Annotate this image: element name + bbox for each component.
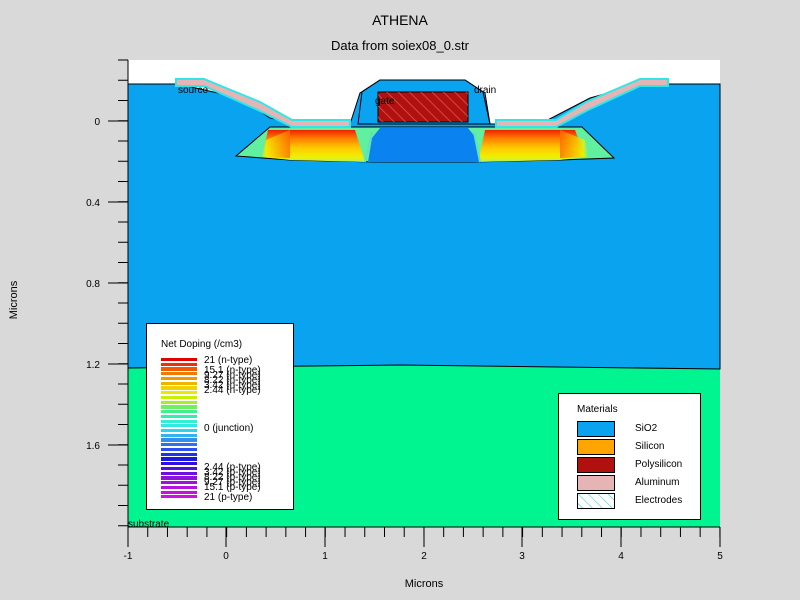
colorbar-swatch — [161, 424, 197, 428]
colorbar-swatch — [161, 438, 197, 442]
x-tick-label: 2 — [421, 551, 427, 562]
x-axis-label: Microns — [404, 578, 444, 590]
colorbar-swatch — [161, 376, 197, 381]
material-label: Aluminum — [635, 477, 680, 488]
doping-legend-label: 8.22 (n-type) — [204, 375, 261, 386]
y-tick-label: 0 — [94, 117, 100, 128]
silicon-swatch — [577, 439, 615, 455]
x-tick-label: 4 — [618, 551, 624, 562]
colorbar-swatch — [161, 476, 197, 480]
doping-legend-label: 15.1 (n-type) — [204, 365, 261, 376]
doping-legend-label: 3.42 (p-type) — [204, 467, 261, 478]
colorbar-swatch — [161, 395, 197, 400]
x-tick-label: 0 — [223, 551, 229, 562]
material-label: SiO2 — [635, 423, 658, 434]
materials-legend-title: Materials — [577, 404, 618, 415]
y-tick-label: 1.2 — [86, 360, 100, 371]
colorbar-swatch — [161, 447, 197, 452]
aluminum-swatch — [577, 475, 615, 491]
doping-legend-label: 15.1 (p-type) — [204, 482, 261, 493]
source-label: source — [178, 85, 208, 96]
doping-legend-label: 2.44 (n-type) — [204, 385, 261, 396]
colorbar-swatch — [161, 386, 197, 390]
polysilicon-swatch — [577, 457, 615, 473]
material-label: Electrodes — [635, 495, 683, 506]
substrate-label: substrate — [128, 519, 170, 530]
x-tick-label: 5 — [717, 551, 723, 562]
y-tick-labels: 0 0.4 0.8 1.2 1.6 — [86, 117, 128, 452]
gate-label: gate — [375, 96, 395, 107]
doping-legend-label: 21 (p-type) — [204, 492, 253, 503]
x-tick-label: 1 — [322, 551, 328, 562]
source-edge-doping — [262, 130, 290, 158]
doping-legend-label: 21 (n-type) — [204, 355, 253, 366]
colorbar-swatch — [161, 457, 197, 461]
colorbar-swatch — [161, 490, 197, 494]
colorbar-swatch — [161, 414, 197, 419]
colorbar-swatch — [161, 485, 197, 490]
doping-legend-label: 0 (junction) — [204, 423, 254, 434]
colorbar-swatch — [161, 400, 197, 404]
drain-doping-region — [478, 130, 585, 162]
colorbar-swatch — [161, 443, 197, 447]
colorbar-swatch — [161, 358, 197, 362]
drain-electrode — [495, 78, 669, 128]
colorbar-swatch — [161, 462, 197, 466]
doping-legend-label: 3.42 (n-type) — [204, 380, 261, 391]
colorbar-swatch — [161, 466, 197, 471]
source-electrode — [175, 78, 351, 128]
colorbar-swatch — [161, 391, 197, 395]
doping-legend-label: 9.27 (n-type) — [204, 370, 261, 381]
plot-subtitle: Data from soiex08_0.str — [330, 38, 469, 53]
material-label: Polysilicon — [635, 459, 683, 470]
doping-legend: Net Doping (/cm3) 21 (n-type) 15.1 (n-ty… — [146, 323, 294, 510]
colorbar-swatch — [161, 419, 197, 423]
doping-legend-label: 2.44 (p-type) — [204, 462, 261, 473]
sio2-swatch — [577, 421, 615, 437]
colorbar-swatch — [161, 452, 197, 456]
colorbar-swatch — [161, 362, 197, 366]
colorbar-swatch — [161, 495, 197, 499]
plot-title: ATHENA — [372, 12, 428, 28]
channel-region — [368, 128, 480, 162]
electrodes-swatch — [577, 493, 615, 509]
doping-colorbar — [161, 358, 197, 500]
colorbar-swatch — [161, 405, 197, 409]
colorbar-swatch — [161, 372, 197, 376]
material-label: Silicon — [635, 441, 665, 452]
y-tick-label: 1.6 — [86, 441, 100, 452]
colorbar-swatch — [161, 410, 197, 414]
y-tick-label: 0.4 — [86, 198, 100, 209]
colorbar-swatch — [161, 471, 197, 475]
drain-label: drain — [474, 85, 496, 96]
colorbar-swatch — [161, 429, 197, 433]
y-tick-label: 0.8 — [86, 279, 100, 290]
x-tick-label: 3 — [519, 551, 525, 562]
doping-legend-label: 9.27 (p-type) — [204, 477, 261, 488]
x-tick-label: -1 — [124, 551, 133, 562]
colorbar-swatch — [161, 481, 197, 485]
doping-legend-label: 8.22 (p-type) — [204, 472, 261, 483]
colorbar-swatch — [161, 367, 197, 371]
colorbar-swatch — [161, 433, 197, 437]
x-tick-labels: -1 0 1 2 3 4 5 — [124, 527, 723, 562]
colorbar-swatch — [161, 381, 197, 385]
materials-legend: Materials SiO2 Silicon Polysilicon Alumi… — [558, 393, 701, 520]
drain-edge-doping — [560, 130, 588, 158]
doping-legend-title: Net Doping (/cm3) — [161, 339, 243, 350]
